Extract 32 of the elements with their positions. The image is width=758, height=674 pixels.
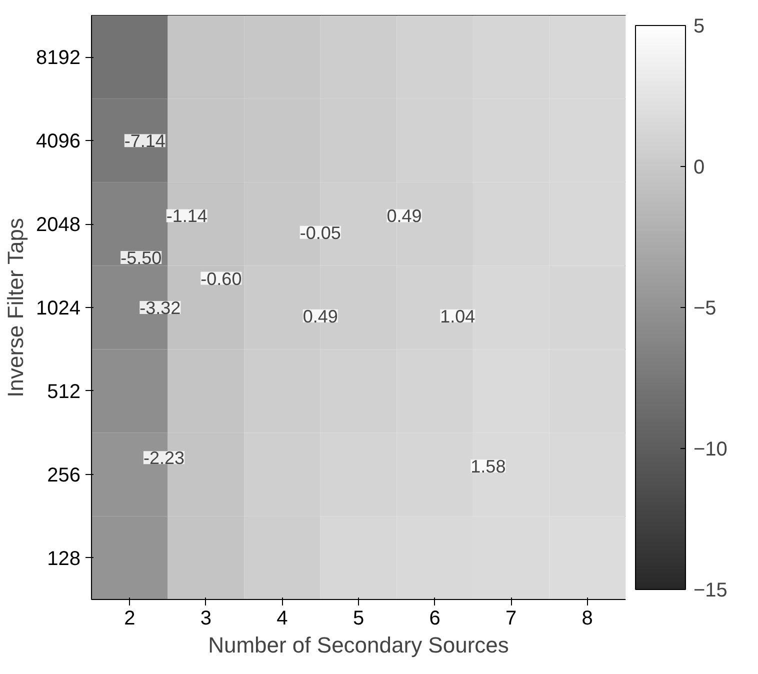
annotation: -7.14 [124, 131, 166, 152]
x-tick-label: 4 [276, 608, 288, 630]
y-tick-label: 128 [47, 548, 81, 570]
x-tick-label: 8 [582, 608, 593, 630]
annotation: -5.50 [120, 248, 162, 268]
y-tick-label: 2048 [36, 214, 81, 236]
y-tick-label: 8192 [36, 47, 81, 70]
y-tick-label: 4096 [36, 130, 81, 153]
x-tick-label: 5 [352, 608, 364, 630]
annotation: 0.49 [302, 306, 338, 326]
color-bar-label: 0 [694, 156, 705, 178]
color-bar-label: 5 [694, 16, 705, 38]
annotation: -3.32 [140, 298, 181, 318]
x-tick-label: 7 [506, 608, 517, 630]
y-tick-label: 1024 [36, 298, 81, 320]
color-bar-label: −15 [694, 580, 728, 602]
y-axis-title: Inverse Filter Taps [3, 218, 28, 398]
color-bar-label: −5 [694, 298, 716, 320]
annotation: -1.14 [166, 206, 208, 226]
annotation: 0.49 [386, 206, 422, 226]
x-tick-label: 6 [429, 608, 440, 630]
annotation: -0.05 [300, 222, 341, 243]
x-tick-label: 2 [124, 608, 136, 630]
color-bar-label: −10 [694, 438, 728, 460]
y-tick-label: 256 [47, 464, 81, 486]
annotation: 1.04 [440, 306, 476, 326]
x-axis-title: Number of Secondary Sources [208, 632, 509, 658]
x-tick-label: 3 [200, 608, 212, 630]
annotation: -0.60 [200, 268, 242, 289]
annotation: 1.58 [470, 456, 506, 477]
annotation: -2.23 [143, 448, 184, 468]
y-tick-label: 512 [47, 380, 81, 403]
